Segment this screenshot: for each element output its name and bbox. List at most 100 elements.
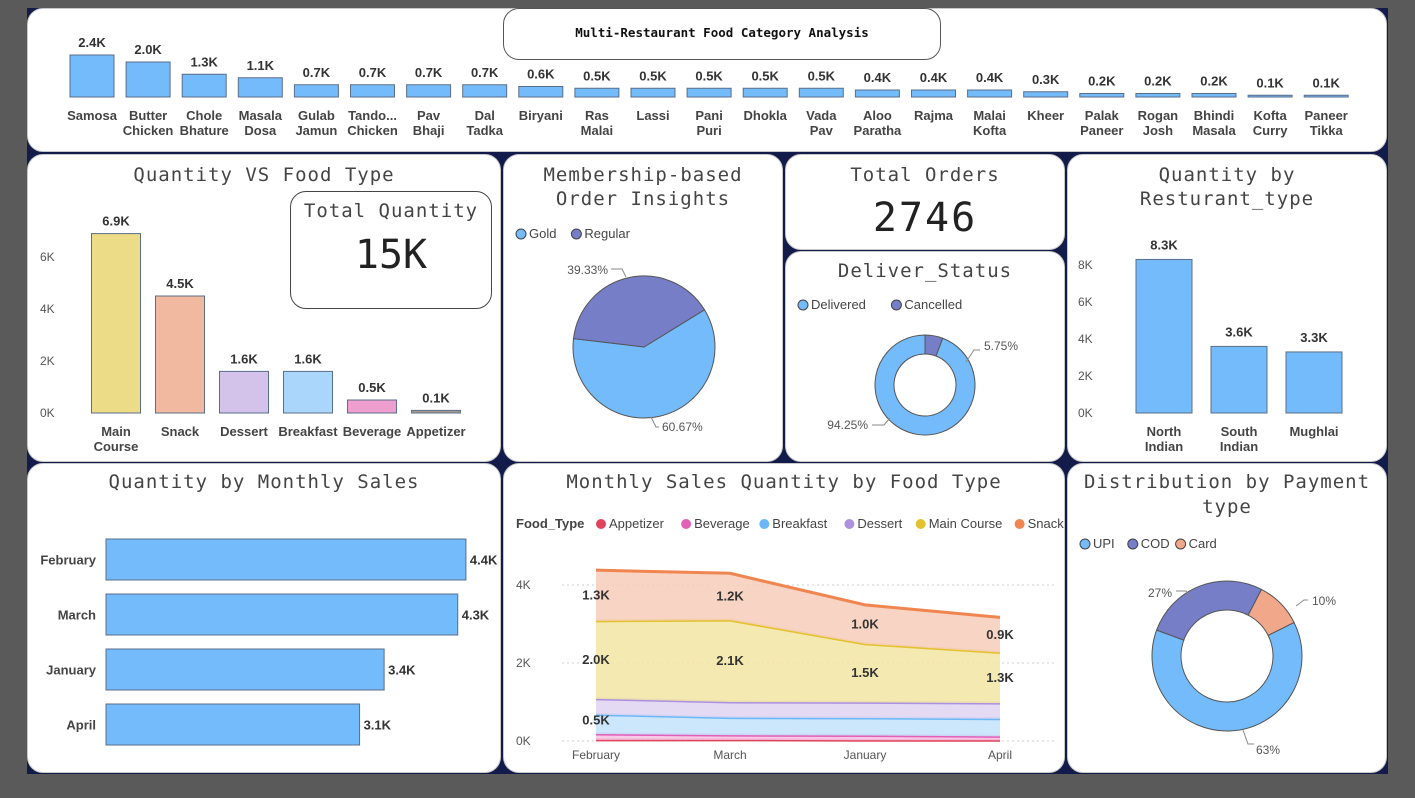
deliver-leader-line [965, 349, 980, 363]
total-orders-label: Total Orders [850, 164, 1000, 186]
y-tick-label: 8K [1078, 258, 1093, 272]
food-items-chart: 2.4K Samosa 2.0K Butter Chicken 1.3K Chole Bhat… [67, 35, 1349, 138]
monthly-sales-value-label: 3.1K [364, 718, 392, 733]
area-band [596, 620, 1000, 704]
area-data-label: 1.2K [716, 589, 744, 604]
food-item-category-label: Dal Tadka [466, 108, 503, 138]
deliver-legend-label: Cancelled [904, 297, 962, 312]
food-item-bar [237, 77, 283, 98]
food-type-bar [283, 370, 333, 414]
food-item-bar [630, 87, 676, 98]
food-item-category-label: Butter Chicken [123, 108, 174, 138]
food-item-category-label: Aloo Paratha [854, 108, 902, 138]
monthly-sales-bar [105, 703, 361, 746]
food-item-value-label: 0.5K [808, 68, 836, 83]
dashboard-canvas: 2.4K Samosa 2.0K Butter Chicken 1.3K Chole Bhat… [27, 8, 1388, 774]
food-item-value-label: 0.5K [583, 68, 611, 83]
membership-legend-label: Gold [529, 226, 556, 241]
monthly-sales-value-label: 4.3K [462, 608, 490, 623]
food-item-value-label: 0.7K [471, 65, 499, 80]
x-tick-label: March [713, 748, 746, 762]
membership-leader-line [611, 268, 627, 278]
restaurant-type-value-label: 3.3K [1300, 330, 1328, 345]
payment-slice [1155, 580, 1263, 641]
restaurant-type-category-label: North Indian [1145, 424, 1183, 454]
food-item-value-label: 0.6K [527, 67, 555, 82]
food-item-value-label: 0.4K [864, 70, 892, 85]
food-type-category-label: Snack [161, 424, 200, 439]
monthly-food-type-chart: 0K 2K 4K 1.3K 1.2K 1.0K 0.9K 2.0K 2.1K 1.5K 1.3K 0.… [516, 516, 1064, 762]
food-item-bar [798, 87, 844, 98]
area-legend-marker [759, 519, 770, 529]
monthly-sales-title: Quantity by Monthly Sales [108, 471, 420, 493]
area-data-label: 0.9K [986, 627, 1014, 642]
total-quantity-label: Total Quantity [303, 200, 479, 222]
restaurant-type-title: Quantity by Resturant_type [1139, 164, 1315, 210]
payment-pct-label: 10% [1312, 594, 1336, 608]
food-item-category-label: Kheer [1027, 108, 1064, 123]
payment-legend-marker [1175, 538, 1187, 550]
restaurant-type-category-label: Mughlai [1289, 424, 1338, 439]
deliver-legend-marker [890, 299, 902, 311]
food-item-bar [1247, 94, 1293, 98]
dashboard-title-box: Multi-Restaurant Food Category Analysis [503, 8, 941, 60]
total-quantity-value: 15K [354, 232, 428, 278]
y-tick-label: 2K [516, 656, 531, 670]
y-tick-label: 4K [516, 578, 531, 592]
area-data-label: 1.0K [851, 616, 879, 631]
food-type-value-label: 1.6K [230, 351, 258, 366]
food-type-bar [219, 370, 269, 414]
membership-leader-line [650, 416, 659, 428]
membership-pct-label: 39.33% [567, 263, 608, 277]
food-item-bar [1079, 93, 1125, 98]
food-item-value-label: 1.1K [247, 58, 275, 73]
membership-legend-marker [570, 228, 582, 240]
food-item-category-label: Ras Malai [581, 108, 614, 138]
total-orders-card: Total Orders 2746 [785, 154, 1065, 250]
y-tick-label: 2K [1078, 369, 1093, 383]
area-legend-marker [844, 519, 855, 529]
deliver-status-chart: 94.25% 5.75% Delivered Cancelled [797, 297, 1018, 436]
food-item-value-label: 0.3K [1032, 72, 1060, 87]
restaurant-type-bar [1135, 258, 1193, 414]
area-data-label: 1.3K [582, 588, 610, 603]
food-type-category-label: Dessert [220, 424, 268, 439]
membership-title: Membership-based Order Insights [543, 164, 743, 210]
food-item-value-label: 2.4K [78, 35, 106, 50]
food-item-value-label: 0.7K [303, 65, 331, 80]
food-type-category-label: Main Course [94, 424, 139, 454]
food-item-bar [69, 54, 115, 98]
food-type-title: Quantity VS Food Type [133, 164, 395, 186]
deliver-pct-label: 5.75% [984, 339, 1018, 353]
monthly-food-type-card: Monthly Sales Quantity by Food Type 0K 2K… [503, 463, 1065, 773]
monthly-sales-category-label: April [66, 718, 96, 733]
food-item-value-label: 0.2K [1200, 74, 1228, 89]
food-item-bar [967, 89, 1013, 98]
food-item-category-label: Gulab Jamun [295, 108, 337, 138]
food-item-category-label: Rogan Josh [1138, 108, 1179, 138]
food-item-bar [1023, 91, 1069, 98]
area-legend-label: Appetizer [609, 516, 665, 531]
area-series-line [595, 568, 1001, 619]
deliver-legend-marker [797, 299, 809, 311]
membership-slice [572, 309, 716, 419]
food-item-bar [406, 84, 452, 98]
y-tick-label: 0K [40, 406, 55, 420]
food-item-bar [742, 87, 788, 98]
y-tick-label: 4K [1078, 332, 1093, 346]
membership-pct-label: 60.67% [662, 420, 703, 434]
payment-leader-line [1176, 590, 1193, 601]
food-type-bar [91, 233, 141, 414]
food-item-category-label: Vada Pav [806, 108, 837, 138]
area-legend-label: Dessert [857, 516, 902, 531]
food-item-value-label: 2.0K [134, 42, 162, 57]
food-item-category-label: Kofta Curry [1253, 108, 1288, 138]
membership-card: Membership-based Order Insights 60.67% 39… [503, 154, 783, 462]
deliver-legend-label: Delivered [811, 297, 866, 312]
food-item-bar [518, 86, 564, 98]
payment-pct-label: 27% [1148, 586, 1172, 600]
area-legend-marker [681, 519, 692, 529]
payment-legend-label: UPI [1093, 536, 1115, 551]
food-type-category-label: Beverage [343, 424, 402, 439]
payment-slice [1151, 621, 1303, 732]
